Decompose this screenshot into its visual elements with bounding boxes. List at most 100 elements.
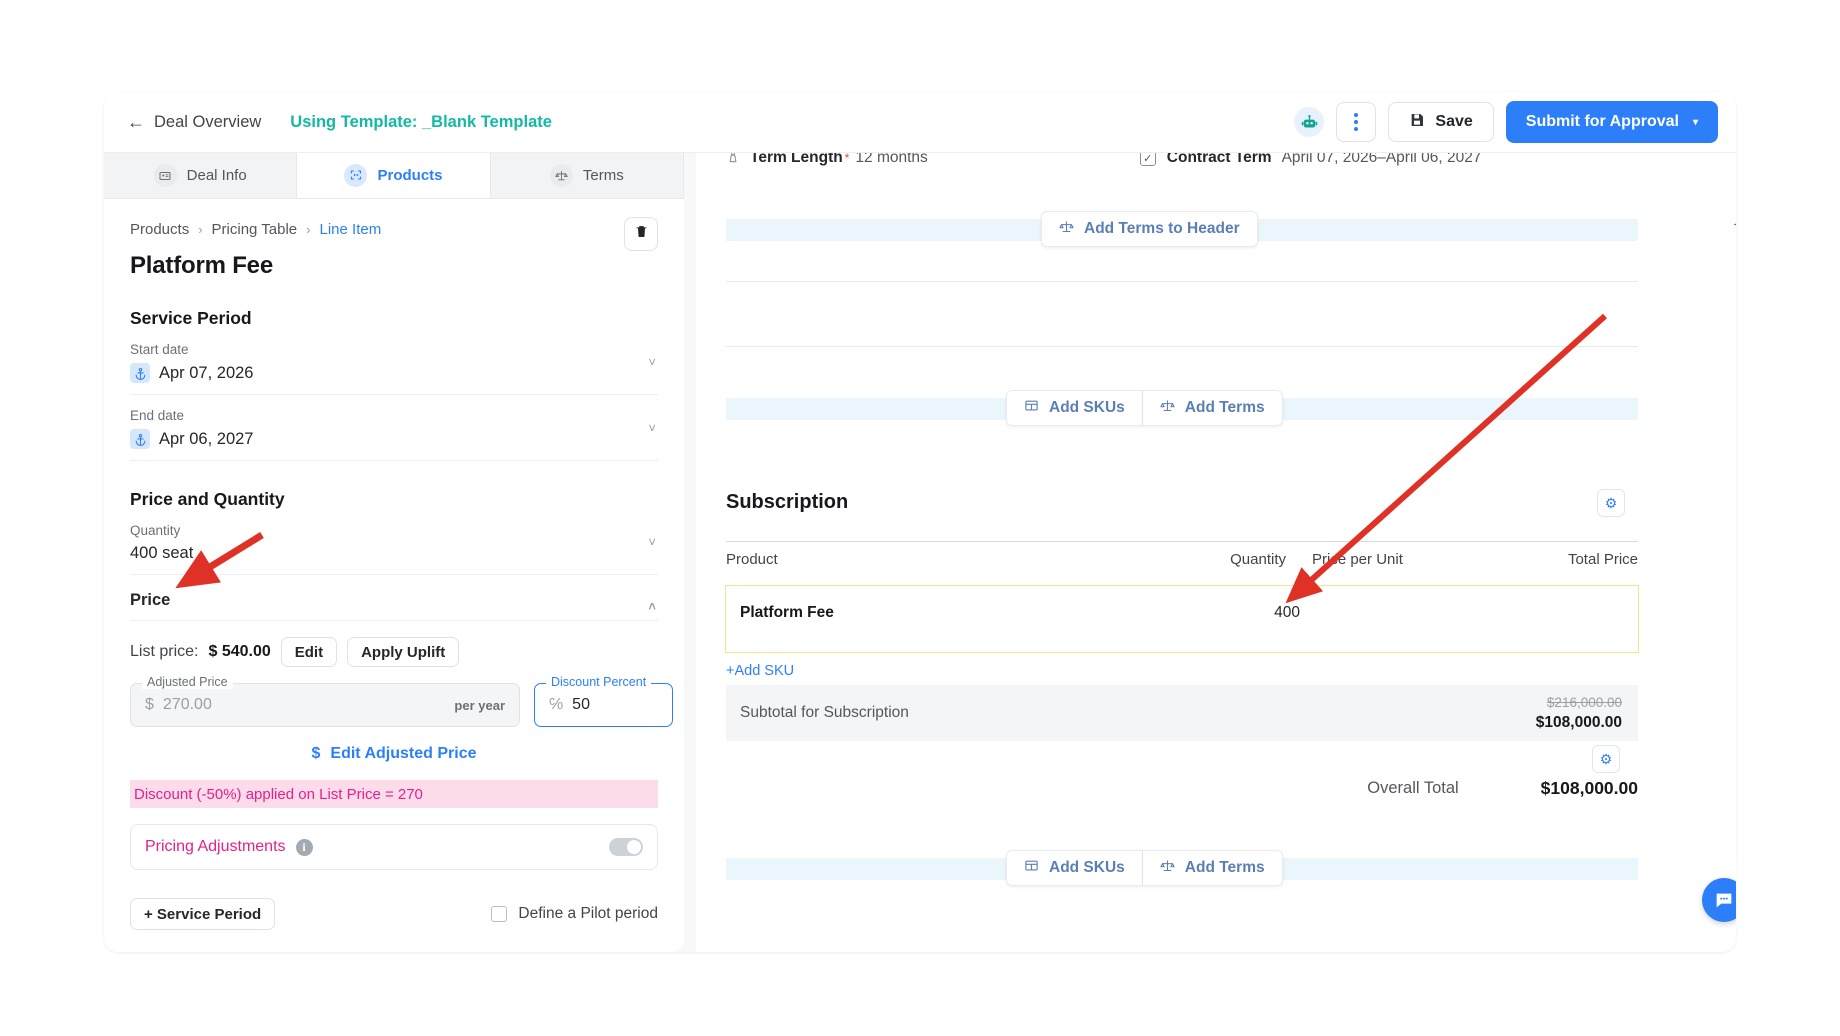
top-bar-actions: Save Submit for Approval ▾ xyxy=(1294,101,1718,143)
subscription-section-title: Subscription xyxy=(726,491,849,513)
chevron-up-icon[interactable]: ˄ xyxy=(648,599,656,614)
id-card-icon xyxy=(153,164,177,187)
discount-applied-banner: Discount (-50%) applied on List Price = … xyxy=(130,780,658,808)
add-terms-label: Add Terms xyxy=(1184,859,1265,876)
pricing-adjustments-row[interactable]: Pricing Adjustments i xyxy=(130,824,658,870)
add-terms-to-header-button[interactable]: Add Terms to Header xyxy=(1041,211,1258,247)
chat-bubble-icon[interactable] xyxy=(1702,878,1736,922)
edit-list-price-button[interactable]: Edit xyxy=(280,637,338,667)
add-sku-link[interactable]: +Add SKU xyxy=(726,663,795,679)
adjusted-price-legend: Adjusted Price xyxy=(142,675,233,689)
tab-deal-info[interactable]: Deal Info xyxy=(104,153,298,198)
tab-products[interactable]: Products xyxy=(297,153,491,198)
tab-terms[interactable]: Terms xyxy=(491,153,684,198)
price-section-header[interactable]: Price ˄ xyxy=(130,591,658,621)
add-terms-label: Add Terms xyxy=(1184,399,1265,416)
price-and-quantity-heading: Price and Quantity xyxy=(130,489,285,509)
panel-tabs: Deal Info Products xyxy=(104,153,684,199)
column-header-product: Product xyxy=(726,551,778,568)
breadcrumb-item-pricing-table[interactable]: Pricing Table xyxy=(211,221,298,238)
breadcrumb-item-products[interactable]: Products xyxy=(130,221,190,238)
discount-percent-field[interactable]: Discount Percent ℅ 50 xyxy=(534,675,673,727)
page-title: Platform Fee xyxy=(130,252,273,279)
adjusted-price-suffix: per year xyxy=(454,697,505,713)
end-date-value: Apr 06, 2027 xyxy=(159,429,254,448)
add-skus-button[interactable]: Add SKUs xyxy=(1006,850,1143,886)
add-skus-button[interactable]: Add SKUs xyxy=(1006,390,1143,426)
scales-icon xyxy=(549,164,573,187)
required-marker: * xyxy=(844,153,850,165)
save-button[interactable]: Save xyxy=(1388,102,1494,142)
back-to-deal-overview-button[interactable]: ← Deal Overview xyxy=(127,113,261,132)
arrow-left-icon: ← xyxy=(127,112,145,132)
panel-footer: + Service Period Define a Pilot period xyxy=(130,898,658,930)
discount-percent-legend: Discount Percent xyxy=(546,675,652,689)
add-service-period-button[interactable]: + Service Period xyxy=(130,898,276,930)
scales-icon xyxy=(1160,858,1175,878)
breadcrumb-item-line-item[interactable]: Line Item xyxy=(319,221,382,238)
list-price-value: $ 540.00 xyxy=(208,643,271,660)
anchor-icon xyxy=(130,429,150,449)
quantity-value: 400 seat xyxy=(130,544,194,562)
back-label: Deal Overview xyxy=(154,112,262,131)
chevron-down-icon[interactable]: ▾ xyxy=(1692,116,1698,128)
end-date-field[interactable]: End date Apr 06, 2027 ˅ xyxy=(130,395,658,461)
subscription-settings-gear-icon[interactable]: ⚙ xyxy=(1597,489,1625,517)
adjusted-price-input[interactable]: 270.00 xyxy=(162,696,212,713)
submit-for-approval-button[interactable]: Submit for Approval ▾ xyxy=(1505,101,1718,143)
info-icon[interactable]: i xyxy=(295,838,313,856)
top-bar: ← Deal Overview Using Template: _Blank T… xyxy=(104,92,1736,153)
define-pilot-period-row[interactable]: Define a Pilot period xyxy=(491,905,658,923)
start-date-field[interactable]: Start date Apr 07, 2026 ˅ xyxy=(130,329,658,395)
anchor-icon xyxy=(130,363,150,383)
template-link[interactable]: Using Template: _Blank Template xyxy=(290,112,552,131)
quantity-field[interactable]: Quantity 400 seat ˅ xyxy=(130,510,658,575)
robot-icon[interactable] xyxy=(1294,107,1325,137)
header-terms-row: Term Length * 12 months ✓ Contract Term … xyxy=(726,153,1646,167)
totals-settings-gear-icon[interactable]: ⚙ xyxy=(1592,745,1620,773)
table-icon xyxy=(1024,858,1039,878)
sparkles-icon[interactable]: ✧ xyxy=(1732,215,1736,236)
chevron-down-icon[interactable]: ˅ xyxy=(648,354,656,369)
delete-line-item-button[interactable] xyxy=(624,217,658,251)
app-window: ← Deal Overview Using Template: _Blank T… xyxy=(104,92,1736,952)
service-period-heading: Service Period xyxy=(130,308,252,328)
add-terms-button[interactable]: Add Terms xyxy=(1142,390,1283,426)
edit-adjusted-price-label: Edit Adjusted Price xyxy=(330,745,477,762)
dollar-icon: $ xyxy=(145,696,154,713)
more-vertical-icon[interactable] xyxy=(1336,102,1377,142)
add-terms-button[interactable]: Add Terms xyxy=(1142,850,1283,886)
table-icon xyxy=(1024,398,1039,418)
document-body: Term Length * 12 months ✓ Contract Term … xyxy=(696,153,1718,952)
weight-icon xyxy=(726,153,740,167)
contract-term-value[interactable]: April 07, 2026–April 06, 2027 xyxy=(1281,153,1482,166)
term-length-value[interactable]: 12 months xyxy=(855,153,928,166)
chevron-down-icon[interactable]: ˅ xyxy=(648,534,656,550)
pricing-adjustments-toggle[interactable] xyxy=(609,838,643,856)
apply-uplift-button[interactable]: Apply Uplift xyxy=(347,637,460,667)
scan-box-icon xyxy=(344,163,368,187)
dollar-icon: $ xyxy=(311,745,321,762)
tab-label: Deal Info xyxy=(186,167,247,184)
adjusted-price-field[interactable]: Adjusted Price $ 270.00 per year xyxy=(130,675,520,727)
start-date-label: Start date xyxy=(130,342,189,357)
pilot-period-checkbox[interactable] xyxy=(491,906,508,922)
column-header-total-price: Total Price xyxy=(1567,551,1638,568)
contract-term-label: Contract Term xyxy=(1166,153,1272,166)
pricing-adjustments-label: Pricing Adjustments xyxy=(145,838,286,855)
edit-adjusted-price-button[interactable]: $ Edit Adjusted Price xyxy=(130,745,658,763)
add-skus-label: Add SKUs xyxy=(1049,399,1125,416)
start-date-value: Apr 07, 2026 xyxy=(159,363,254,382)
breadcrumb-separator-icon: › xyxy=(306,222,311,237)
scales-icon xyxy=(1160,398,1175,418)
chevron-down-icon[interactable]: ˅ xyxy=(648,420,656,435)
scales-icon xyxy=(1059,219,1074,239)
discount-percent-input[interactable]: 50 xyxy=(572,696,590,713)
quantity-label: Quantity xyxy=(130,523,181,538)
add-content-group-middle: Add SKUs Add Terms xyxy=(1006,390,1283,426)
add-terms-to-header-group: Add Terms to Header xyxy=(1041,211,1258,247)
list-price-label: List price: xyxy=(130,643,199,660)
divider xyxy=(726,281,1638,282)
table-row[interactable] xyxy=(725,585,1639,653)
